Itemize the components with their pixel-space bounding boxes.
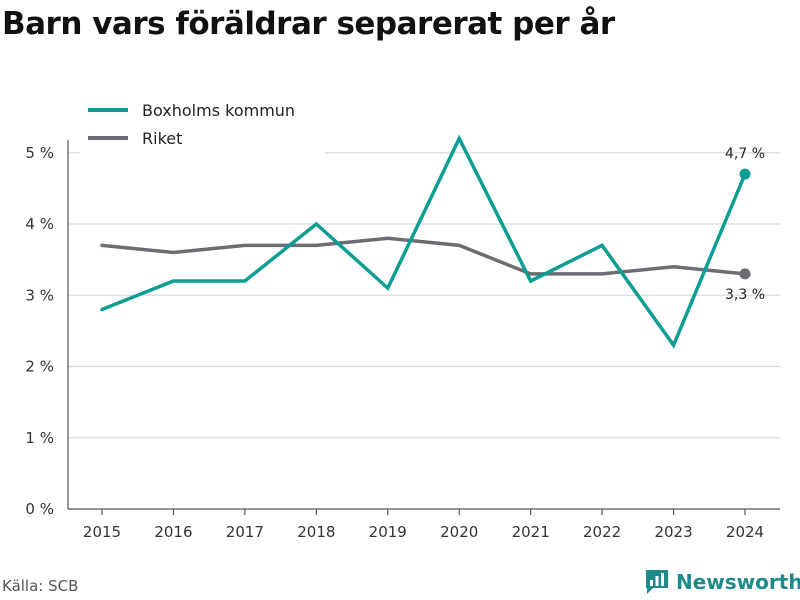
end-label-riket: 3,3 % bbox=[725, 287, 765, 303]
end-point-riket bbox=[739, 268, 751, 280]
axes: 0 % 1 % 2 % 3 % 4 % 5 % 2015 2016 2017 2018 2019 20… bbox=[25, 140, 780, 541]
y-tick-label-5: 5 % bbox=[25, 144, 54, 162]
end-point-boxholm bbox=[739, 168, 751, 180]
y-tick-label-3: 3 % bbox=[25, 286, 54, 304]
legend-label-riket: Riket bbox=[142, 129, 182, 148]
end-label-boxholm: 4,7 % bbox=[725, 146, 765, 162]
x-tick-label-2018: 2018 bbox=[297, 523, 335, 541]
newsworthy-logo-icon bbox=[646, 570, 668, 594]
legend-background bbox=[80, 96, 325, 156]
brand-name: Newsworthy bbox=[676, 570, 800, 594]
y-tick-label-0: 0 % bbox=[25, 500, 54, 518]
x-tick-label-2023: 2023 bbox=[654, 523, 692, 541]
source-note: Källa: SCB bbox=[2, 577, 79, 595]
legend: Boxholms kommun Riket bbox=[80, 96, 325, 156]
x-tick-label-2016: 2016 bbox=[154, 523, 192, 541]
x-tick-label-2021: 2021 bbox=[512, 523, 550, 541]
series-line-boxholm bbox=[100, 134, 747, 349]
data-labels: 3,3 % 4,7 % bbox=[725, 146, 765, 303]
x-tick-label-2024: 2024 bbox=[726, 523, 764, 541]
x-tick-label-2015: 2015 bbox=[83, 523, 121, 541]
x-tick-label-2020: 2020 bbox=[440, 523, 478, 541]
y-tick-label-1: 1 % bbox=[25, 429, 54, 447]
legend-label-boxholm: Boxholms kommun bbox=[142, 101, 295, 120]
series-lines bbox=[100, 134, 751, 349]
y-tick-label-4: 4 % bbox=[25, 215, 54, 233]
x-tick-label-2022: 2022 bbox=[583, 523, 621, 541]
chart-title: Barn vars föräldrar separerat per år bbox=[2, 6, 615, 42]
brand-logo: Newsworthy bbox=[644, 568, 800, 596]
gridlines bbox=[68, 152, 780, 439]
x-tick-label-2017: 2017 bbox=[226, 523, 264, 541]
series-line-riket bbox=[100, 236, 747, 276]
y-tick-label-2: 2 % bbox=[25, 358, 54, 376]
x-tick-label-2019: 2019 bbox=[369, 523, 407, 541]
